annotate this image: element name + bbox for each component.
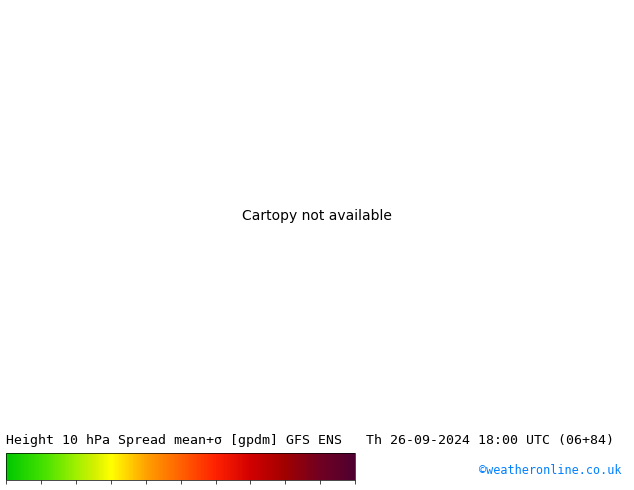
Text: ©weatheronline.co.uk: ©weatheronline.co.uk	[479, 464, 621, 477]
Text: Cartopy not available: Cartopy not available	[242, 209, 392, 222]
Text: Height 10 hPa Spread mean+σ [gpdm] GFS ENS   Th 26-09-2024 18:00 UTC (06+84): Height 10 hPa Spread mean+σ [gpdm] GFS E…	[6, 434, 614, 447]
